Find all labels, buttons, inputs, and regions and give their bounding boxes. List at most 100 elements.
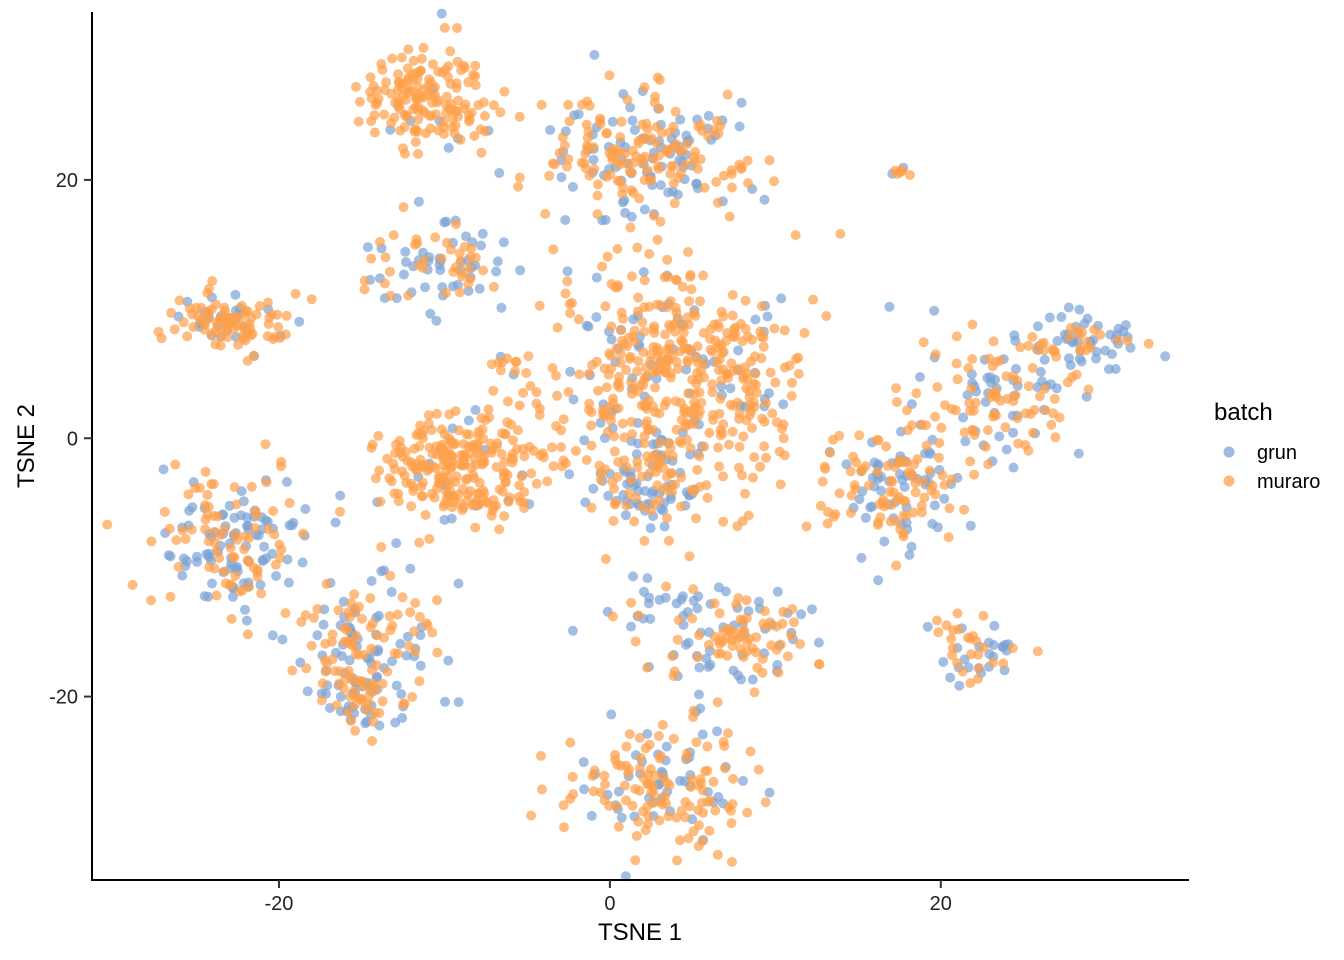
point-muraro xyxy=(503,496,514,507)
point-grun xyxy=(906,541,917,552)
point-grun xyxy=(643,598,654,609)
point-muraro xyxy=(600,301,611,312)
point-muraro xyxy=(835,228,846,239)
point-muraro xyxy=(423,464,434,474)
point-muraro xyxy=(683,344,693,354)
point-muraro xyxy=(597,261,608,272)
point-muraro xyxy=(409,626,420,637)
point-grun xyxy=(476,240,486,251)
point-muraro xyxy=(759,441,770,452)
point-grun xyxy=(474,283,485,294)
point-muraro xyxy=(368,81,379,91)
legend-key-grun xyxy=(1223,446,1235,458)
point-muraro xyxy=(476,413,487,424)
point-muraro xyxy=(567,771,578,782)
point-muraro xyxy=(649,210,659,221)
legend-label-grun: grun xyxy=(1257,442,1297,464)
point-muraro xyxy=(681,752,692,763)
point-muraro xyxy=(595,787,606,798)
point-muraro xyxy=(296,616,307,627)
point-grun xyxy=(713,792,724,802)
point-muraro xyxy=(385,625,396,636)
point-grun xyxy=(945,672,956,683)
point-muraro xyxy=(685,269,696,280)
point-grun xyxy=(415,660,426,671)
point-muraro xyxy=(451,83,462,93)
point-muraro xyxy=(382,666,393,677)
point-muraro xyxy=(333,605,344,616)
point-muraro xyxy=(639,374,650,385)
point-muraro xyxy=(190,483,201,494)
point-muraro xyxy=(694,820,704,831)
point-muraro xyxy=(910,487,921,498)
point-muraro xyxy=(918,337,929,348)
point-muraro xyxy=(414,611,425,622)
point-muraro xyxy=(312,604,323,614)
point-muraro xyxy=(795,639,806,650)
point-muraro xyxy=(454,287,465,298)
point-muraro xyxy=(354,601,364,612)
point-muraro xyxy=(930,411,941,422)
point-muraro xyxy=(281,310,292,321)
point-muraro xyxy=(846,490,857,501)
point-muraro xyxy=(370,685,381,696)
point-muraro xyxy=(556,442,567,453)
point-muraro xyxy=(389,488,400,499)
point-muraro xyxy=(988,336,999,347)
point-muraro xyxy=(616,325,626,336)
point-grun xyxy=(994,431,1005,442)
point-muraro xyxy=(626,475,637,486)
point-muraro xyxy=(518,387,529,398)
point-muraro xyxy=(742,807,753,818)
point-muraro xyxy=(801,521,812,532)
point-muraro xyxy=(745,746,756,757)
point-grun xyxy=(344,655,355,666)
point-muraro xyxy=(396,52,407,63)
point-muraro xyxy=(418,42,429,53)
point-muraro xyxy=(980,441,991,452)
point-muraro xyxy=(373,93,384,104)
point-muraro xyxy=(642,662,652,673)
point-muraro xyxy=(712,197,723,208)
point-muraro xyxy=(671,812,682,823)
point-muraro xyxy=(260,439,271,450)
point-grun xyxy=(655,180,666,191)
point-grun xyxy=(335,490,346,501)
point-muraro xyxy=(777,618,788,629)
point-muraro xyxy=(564,116,575,127)
point-muraro xyxy=(705,795,716,806)
point-muraro xyxy=(714,608,725,619)
point-grun xyxy=(453,697,464,708)
point-muraro xyxy=(424,533,435,544)
point-muraro xyxy=(544,170,555,181)
point-grun xyxy=(693,591,704,602)
point-muraro xyxy=(650,382,661,393)
point-muraro xyxy=(102,519,113,530)
point-grun xyxy=(579,435,590,446)
point-muraro xyxy=(357,676,368,687)
point-muraro xyxy=(488,100,499,111)
point-grun xyxy=(620,871,631,882)
point-grun xyxy=(443,655,454,666)
point-muraro xyxy=(636,154,647,164)
point-muraro xyxy=(595,474,606,485)
point-muraro xyxy=(242,355,253,366)
point-muraro xyxy=(562,161,572,172)
point-muraro xyxy=(652,480,663,491)
point-muraro xyxy=(967,319,978,330)
point-muraro xyxy=(511,356,522,367)
point-muraro xyxy=(716,306,727,317)
point-grun xyxy=(446,513,457,524)
point-muraro xyxy=(775,639,786,650)
point-muraro xyxy=(1013,438,1024,449)
point-muraro xyxy=(649,97,660,108)
point-muraro xyxy=(229,482,240,493)
point-grun xyxy=(620,510,631,521)
point-grun xyxy=(496,302,507,313)
point-muraro xyxy=(375,236,385,247)
point-muraro xyxy=(917,476,928,487)
point-muraro xyxy=(715,430,726,441)
point-grun xyxy=(627,115,638,126)
point-muraro xyxy=(896,165,907,176)
point-muraro xyxy=(412,126,423,137)
